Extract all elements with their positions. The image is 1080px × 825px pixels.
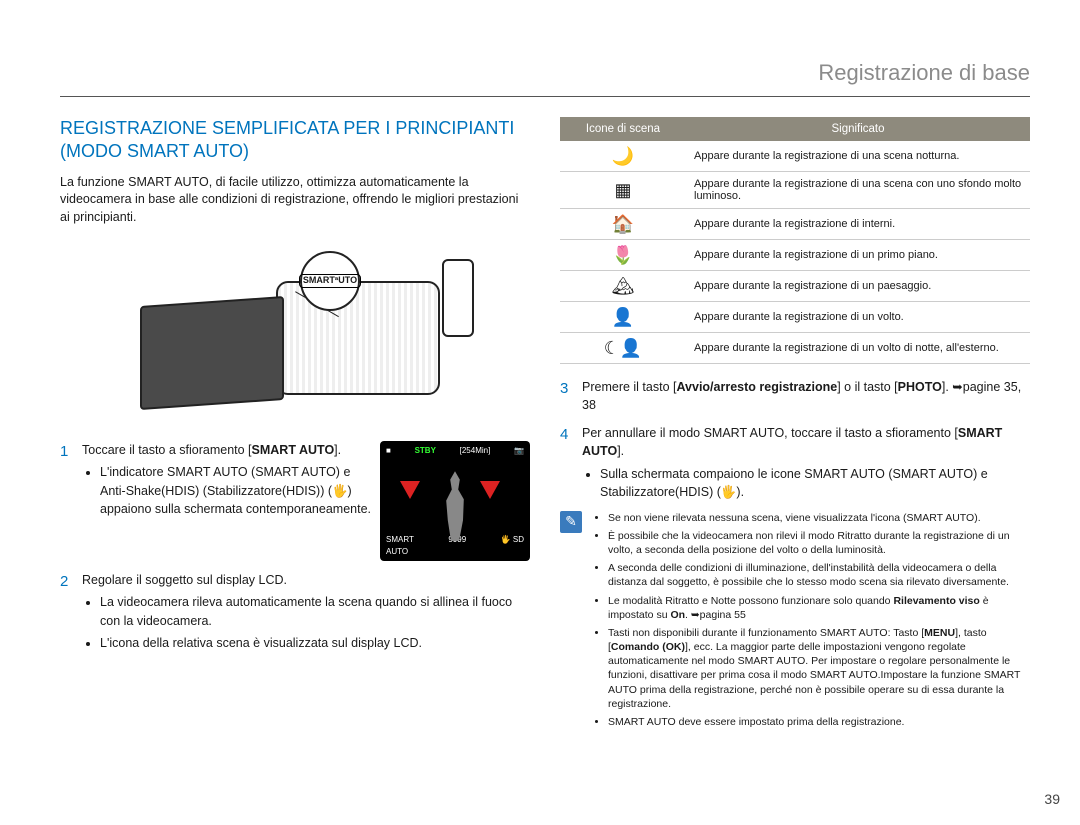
- lcd-time: [254Min]: [460, 445, 491, 457]
- step-2: Regolare il soggetto sul display LCD. La…: [60, 571, 530, 652]
- scene-desc: Appare durante la registrazione di una s…: [686, 172, 1030, 209]
- step-1: ■ STBY [254Min] 📷 SMARTAUTO 9999 🖐 SD: [60, 441, 530, 561]
- note-item: Se non viene rilevata nessuna scena, vie…: [608, 511, 1030, 525]
- table-header-icons: Icone di scena: [560, 117, 686, 141]
- note-icon: ✎: [560, 511, 582, 533]
- table-row: ▦Appare durante la registrazione di una …: [560, 172, 1030, 209]
- table-row: ☾👤Appare durante la registrazione di un …: [560, 333, 1030, 364]
- scene-desc: Appare durante la registrazione di un vo…: [686, 302, 1030, 333]
- step-4: Per annullare il modo SMART AUTO, toccar…: [560, 424, 1030, 501]
- page: Registrazione di base REGISTRAZIONE SEMP…: [0, 0, 1080, 825]
- scene-icon: 🏠: [560, 209, 686, 240]
- page-header: Registrazione di base: [60, 60, 1030, 97]
- scene-desc: Appare durante la registrazione di un pr…: [686, 240, 1030, 271]
- table-row: 🏔Appare durante la registrazione di un p…: [560, 271, 1030, 302]
- table-row: 🏠Appare durante la registrazione di inte…: [560, 209, 1030, 240]
- scene-icon: 👤: [560, 302, 686, 333]
- note-item: SMART AUTO deve essere impostato prima d…: [608, 715, 1030, 729]
- table-row: 🌷Appare durante la registrazione di un p…: [560, 240, 1030, 271]
- step-3: Premere il tasto [Avvio/arresto registra…: [560, 378, 1030, 414]
- section-title: REGISTRAZIONE SEMPLIFICATA PER I PRINCIP…: [60, 117, 530, 164]
- note-item: Tasti non disponibili durante il funzion…: [608, 626, 1030, 711]
- scene-desc: Appare durante la registrazione di una s…: [686, 141, 1030, 172]
- step2-bullet2: L'icona della relativa scena è visualizz…: [100, 634, 530, 652]
- lcd-stby: STBY: [415, 445, 436, 457]
- scene-desc: Appare durante la registrazione di un pa…: [686, 271, 1030, 302]
- note-item: È possibile che la videocamera non rilev…: [608, 529, 1030, 557]
- note-item: A seconda delle condizioni di illuminazi…: [608, 561, 1030, 589]
- scene-icon: 🌙: [560, 141, 686, 172]
- page-number: 39: [1044, 791, 1060, 807]
- step4-bullet: Sulla schermata compaiono le icone SMART…: [600, 465, 1030, 501]
- scene-icon: 🏔: [560, 271, 686, 302]
- scene-desc: Appare durante la registrazione di inter…: [686, 209, 1030, 240]
- note-item: Le modalità Ritratto e Notte possono fun…: [608, 594, 1030, 622]
- step2-bullet1: La videocamera rileva automaticamente la…: [100, 593, 530, 629]
- table-row: 🌙Appare durante la registrazione di una …: [560, 141, 1030, 172]
- lcd-screenshot: ■ STBY [254Min] 📷 SMARTAUTO 9999 🖐 SD: [380, 441, 530, 561]
- scene-icons-table: Icone di scena Significato 🌙Appare duran…: [560, 117, 1030, 364]
- camera-illustration: [130, 241, 460, 421]
- scene-desc: Appare durante la registrazione di un vo…: [686, 333, 1030, 364]
- right-column: Icone di scena Significato 🌙Appare duran…: [560, 117, 1030, 733]
- scene-icon: 🌷: [560, 240, 686, 271]
- note-box: ✎ Se non viene rilevata nessuna scena, v…: [560, 511, 1030, 733]
- scene-icon: ▦: [560, 172, 686, 209]
- intro-text: La funzione SMART AUTO, di facile utiliz…: [60, 174, 530, 227]
- smart-auto-callout: [300, 251, 360, 311]
- table-row: 👤Appare durante la registrazione di un v…: [560, 302, 1030, 333]
- table-header-meaning: Significato: [686, 117, 1030, 141]
- left-column: REGISTRAZIONE SEMPLIFICATA PER I PRINCIP…: [60, 117, 530, 733]
- scene-icon: ☾👤: [560, 333, 686, 364]
